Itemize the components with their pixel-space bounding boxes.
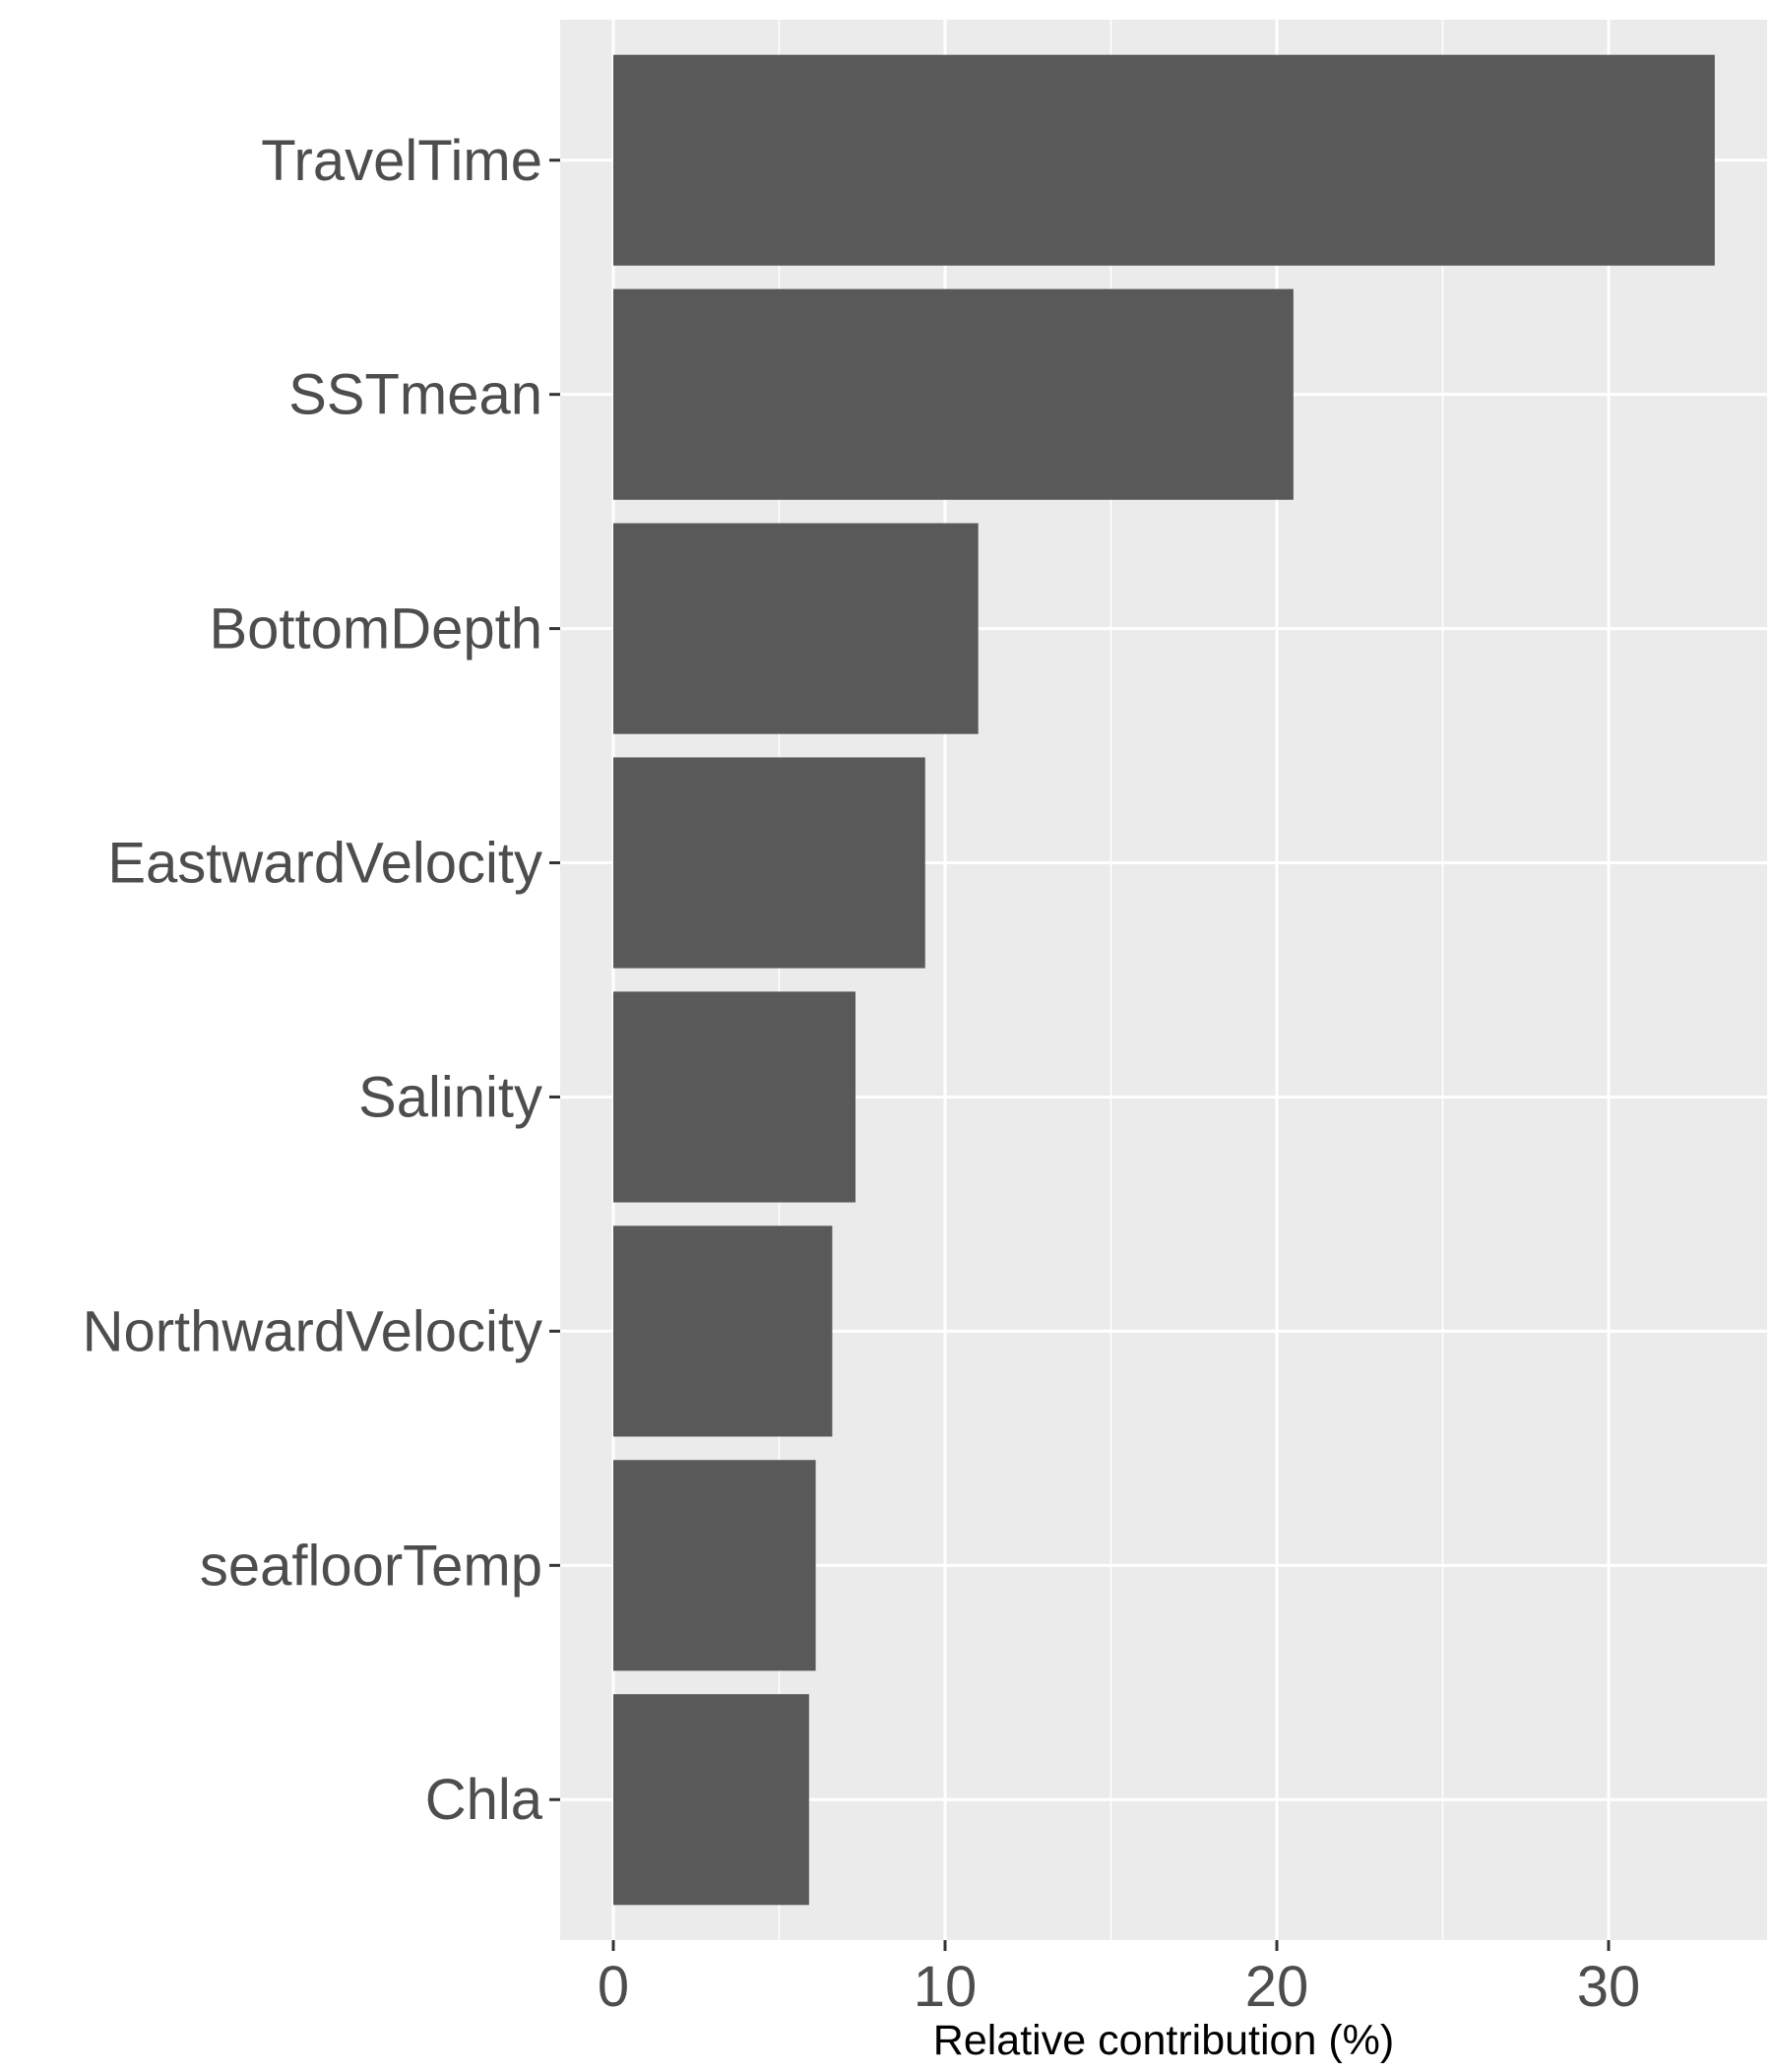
bar-EastwardVelocity — [613, 757, 925, 969]
bar-BottomDepth — [613, 523, 979, 734]
bar-SSTmean — [613, 288, 1294, 500]
y-tick-label: Chla — [425, 1768, 543, 1832]
bars — [613, 54, 1715, 1906]
bar-TravelTime — [613, 54, 1715, 266]
bar-NorthwardVelocity — [613, 1225, 833, 1437]
bar-Chla — [613, 1694, 809, 1906]
y-tick-label: EastwardVelocity — [107, 832, 542, 896]
x-tick-label: 30 — [1577, 1955, 1641, 2019]
y-tick-label: seafloorTemp — [200, 1534, 542, 1598]
bar-Salinity — [613, 991, 856, 1203]
y-tick-label: NorthwardVelocity — [83, 1299, 542, 1363]
y-axis: TravelTime SSTmean BottomDepth EastwardVelo… — [83, 129, 560, 1832]
y-tick-label: Salinity — [358, 1065, 542, 1129]
x-axis: 0 10 20 30 — [598, 1940, 1640, 2019]
x-axis-title: Relative contribution (%) — [933, 2017, 1394, 2064]
bar-seafloorTemp — [613, 1460, 816, 1671]
x-tick-label: 0 — [598, 1955, 629, 2019]
x-tick-label: 10 — [914, 1955, 978, 2019]
y-tick-label: TravelTime — [261, 129, 542, 193]
x-tick-label: 20 — [1245, 1955, 1309, 2019]
y-tick-label: BottomDepth — [209, 597, 542, 661]
y-tick-label: SSTmean — [288, 363, 542, 427]
